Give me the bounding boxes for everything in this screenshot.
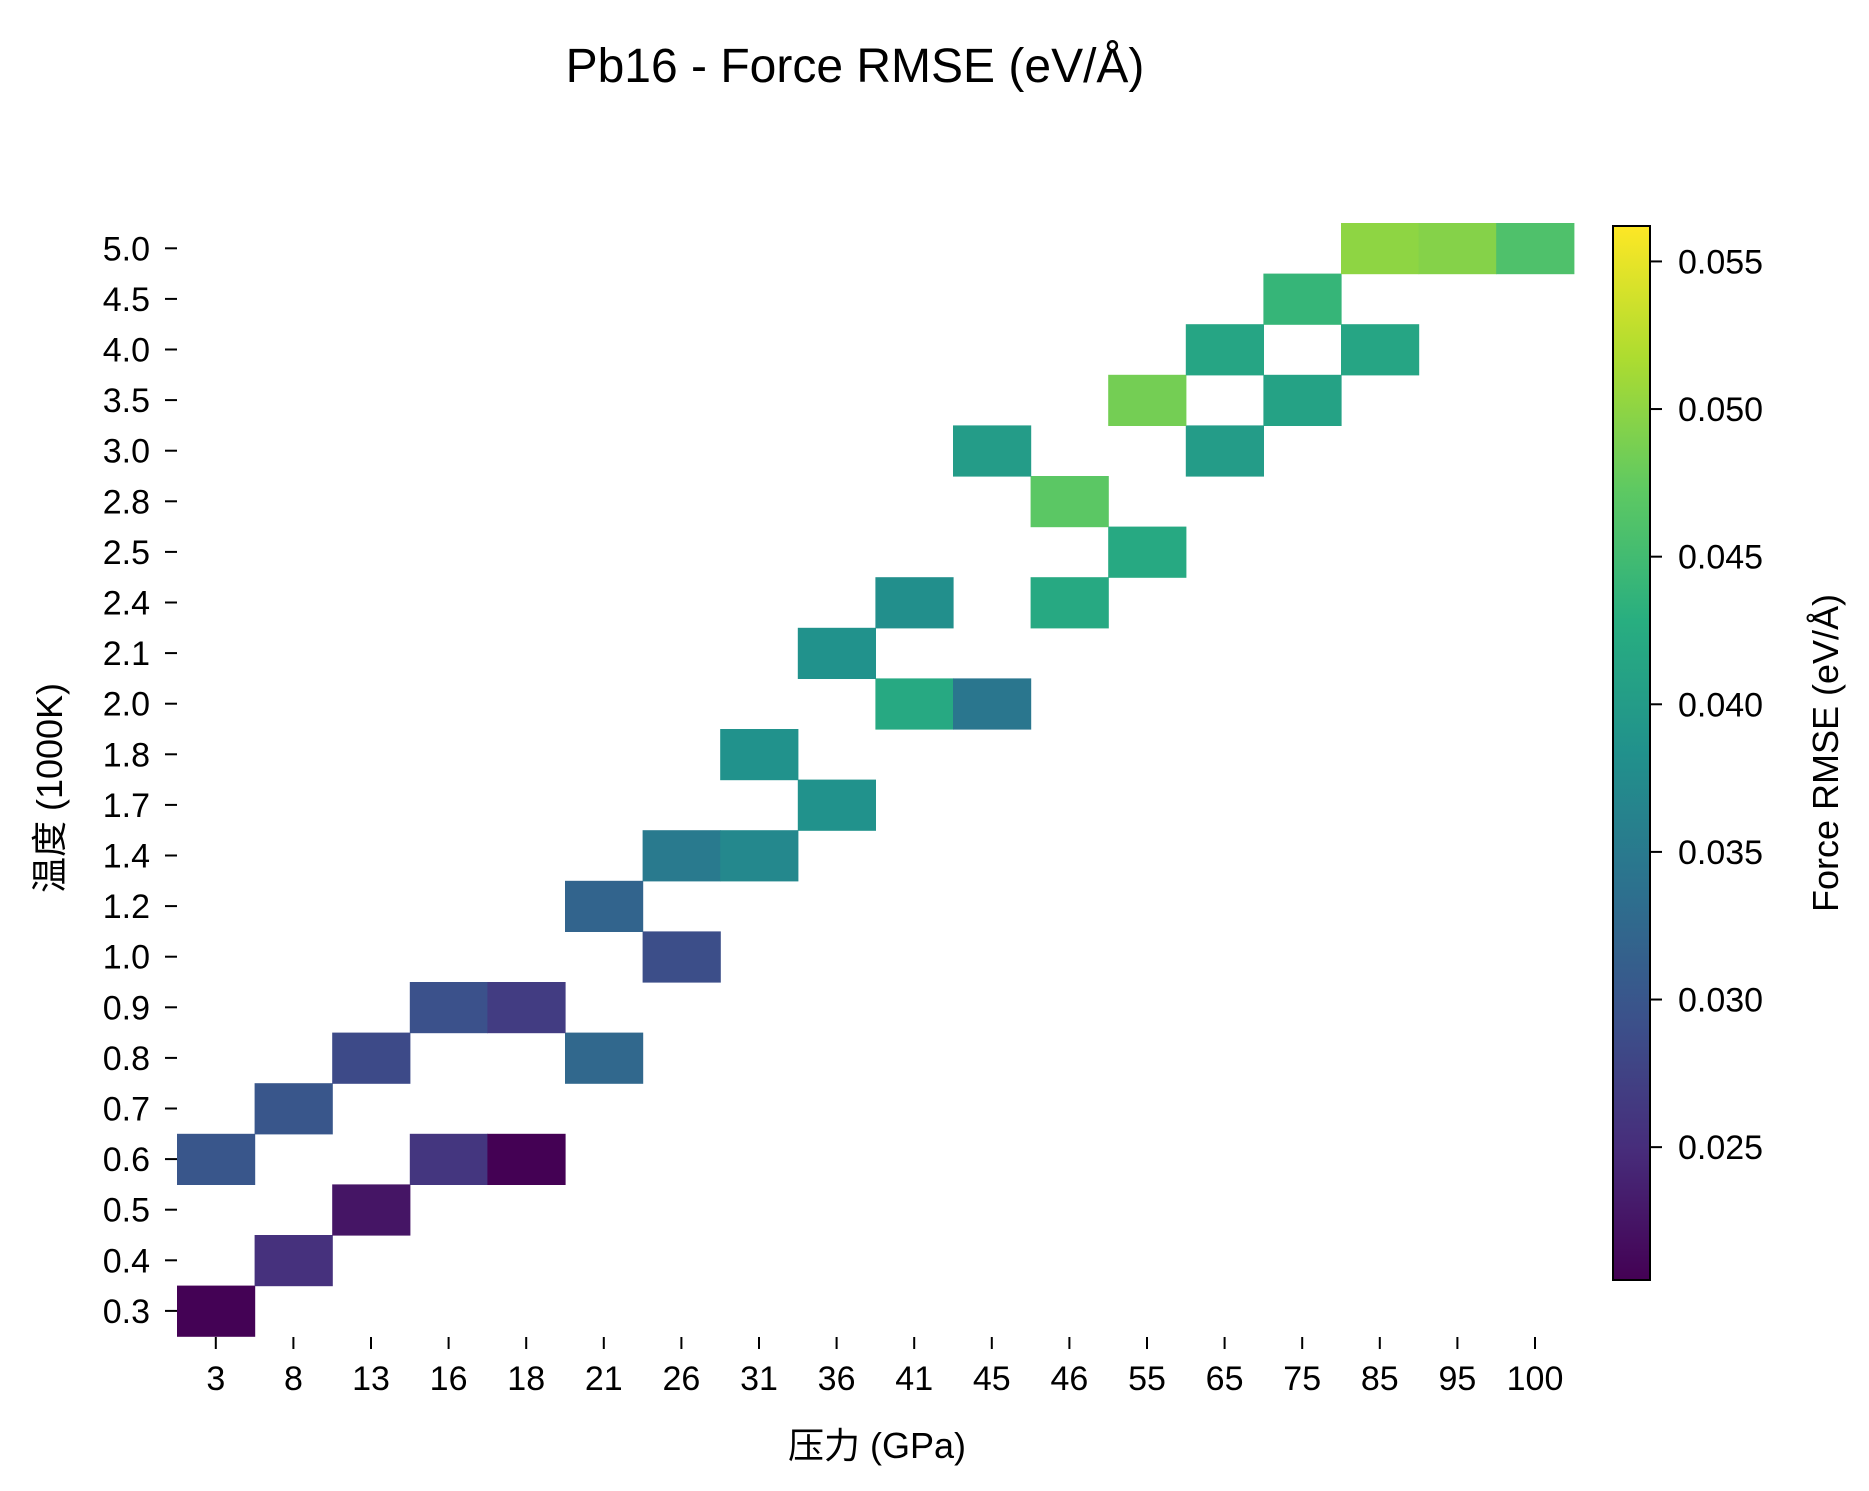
heatmap-cell — [487, 1133, 566, 1185]
colorbar-tick-label: 0.030 — [1678, 982, 1763, 1020]
y-tick-label: 0.6 — [103, 1141, 150, 1179]
heatmap-cell — [409, 982, 488, 1034]
x-tick-label: 3 — [206, 1360, 225, 1398]
y-axis-label: 温度 (1000K) — [29, 683, 70, 893]
y-tick-label: 4.0 — [103, 332, 150, 370]
heatmap-cell — [1185, 324, 1264, 376]
colorbar-tick-label: 0.045 — [1678, 539, 1763, 577]
y-tick-label: 3.0 — [103, 433, 150, 471]
heatmap-cell — [332, 1032, 411, 1084]
x-tick-label: 41 — [895, 1360, 933, 1398]
y-tick-label: 0.8 — [103, 1040, 150, 1078]
heatmap-cell — [1185, 425, 1264, 477]
heatmap-cell — [254, 1083, 333, 1135]
colorbar — [1612, 225, 1651, 1281]
heatmap-cell — [797, 779, 876, 831]
heatmap-cell — [953, 425, 1032, 477]
y-tick-label: 0.3 — [103, 1293, 150, 1331]
colorbar-tick-label: 0.055 — [1678, 243, 1763, 281]
x-tick-label: 26 — [662, 1360, 700, 1398]
heatmap-cell — [1108, 374, 1187, 426]
y-tick-label: 4.5 — [103, 281, 150, 319]
heatmap-cell — [565, 880, 644, 932]
x-tick-label: 75 — [1283, 1360, 1321, 1398]
heatmap-cell — [1418, 223, 1497, 275]
y-tick-label: 2.0 — [103, 686, 150, 724]
y-tick-label: 1.4 — [103, 838, 150, 876]
heatmap-cells — [177, 223, 1575, 1337]
colorbar-tick-label: 0.050 — [1678, 391, 1763, 429]
x-tick-label: 18 — [507, 1360, 545, 1398]
heatmap-cell — [1108, 526, 1187, 578]
colorbar-tick-label: 0.035 — [1678, 834, 1763, 872]
y-tick-label: 0.5 — [103, 1192, 150, 1230]
x-tick-label: 55 — [1128, 1360, 1166, 1398]
heatmap-cell — [177, 1285, 256, 1337]
y-tick-label: 2.5 — [103, 534, 150, 572]
heatmap-cell — [642, 830, 721, 882]
heatmap-cell — [1341, 223, 1420, 275]
x-tick-label: 36 — [818, 1360, 856, 1398]
heatmap-cell — [487, 982, 566, 1034]
y-tick-label: 5.0 — [103, 230, 150, 268]
y-tick-label: 1.8 — [103, 736, 150, 774]
x-axis-ticks: 3 8 13 16 18 21 26 31 36 41 45 46 55 65 75 85 95 100 — [206, 1337, 1563, 1398]
colorbar-label: Force RMSE (eV/Å) — [1805, 594, 1846, 912]
chart-title: Pb16 - Force RMSE (eV/Å) — [566, 40, 1145, 93]
heatmap-cell — [177, 1133, 256, 1185]
y-tick-label: 0.7 — [103, 1091, 150, 1129]
heatmap-cell — [875, 577, 954, 629]
x-tick-label: 95 — [1438, 1360, 1476, 1398]
x-axis-label: 压力 (GPa) — [788, 1425, 966, 1466]
x-tick-label: 46 — [1050, 1360, 1088, 1398]
heatmap-cell — [1341, 324, 1420, 376]
heatmap-cell — [409, 1133, 488, 1185]
x-tick-label: 21 — [585, 1360, 623, 1398]
y-tick-label: 2.1 — [103, 635, 150, 673]
x-tick-label: 31 — [740, 1360, 778, 1398]
y-tick-label: 0.9 — [103, 989, 150, 1027]
y-tick-label: 1.2 — [103, 888, 150, 926]
x-tick-label: 85 — [1361, 1360, 1399, 1398]
heatmap-cell — [1263, 374, 1342, 426]
heatmap-cell — [720, 729, 799, 781]
y-tick-label: 0.4 — [103, 1242, 150, 1280]
heatmap-cell — [332, 1184, 411, 1236]
y-tick-label: 3.5 — [103, 382, 150, 420]
y-tick-label: 1.7 — [103, 787, 150, 825]
heatmap-cell — [642, 931, 721, 983]
x-tick-label: 13 — [352, 1360, 390, 1398]
y-axis-ticks: 0.3 0.4 0.5 0.6 0.7 0.8 0.9 1.0 1.2 1.4 1.7 1.8 2.0 2… — [103, 230, 177, 1331]
y-tick-label: 2.4 — [103, 585, 150, 623]
y-tick-label: 1.0 — [103, 939, 150, 977]
colorbar-tick-label: 0.025 — [1678, 1129, 1763, 1167]
x-tick-label: 100 — [1507, 1360, 1564, 1398]
heatmap-cell — [1030, 577, 1109, 629]
x-tick-label: 65 — [1206, 1360, 1244, 1398]
x-tick-label: 8 — [284, 1360, 303, 1398]
heatmap-cell — [875, 678, 954, 730]
y-tick-label: 2.8 — [103, 483, 150, 521]
x-tick-label: 45 — [973, 1360, 1011, 1398]
colorbar-tick-label: 0.040 — [1678, 686, 1763, 724]
x-tick-label: 16 — [430, 1360, 468, 1398]
heatmap-cell — [1263, 273, 1342, 325]
heatmap-cell — [254, 1235, 333, 1287]
heatmap-cell — [1030, 476, 1109, 528]
heatmap-cell — [565, 1032, 644, 1084]
heatmap-cell — [1496, 223, 1575, 275]
heatmap-cell — [797, 627, 876, 679]
heatmap-cell — [720, 830, 799, 882]
colorbar-ticks: 0.025 0.030 0.035 0.040 0.045 0.050 0.055 — [1650, 243, 1763, 1167]
heatmap-cell — [953, 678, 1032, 730]
